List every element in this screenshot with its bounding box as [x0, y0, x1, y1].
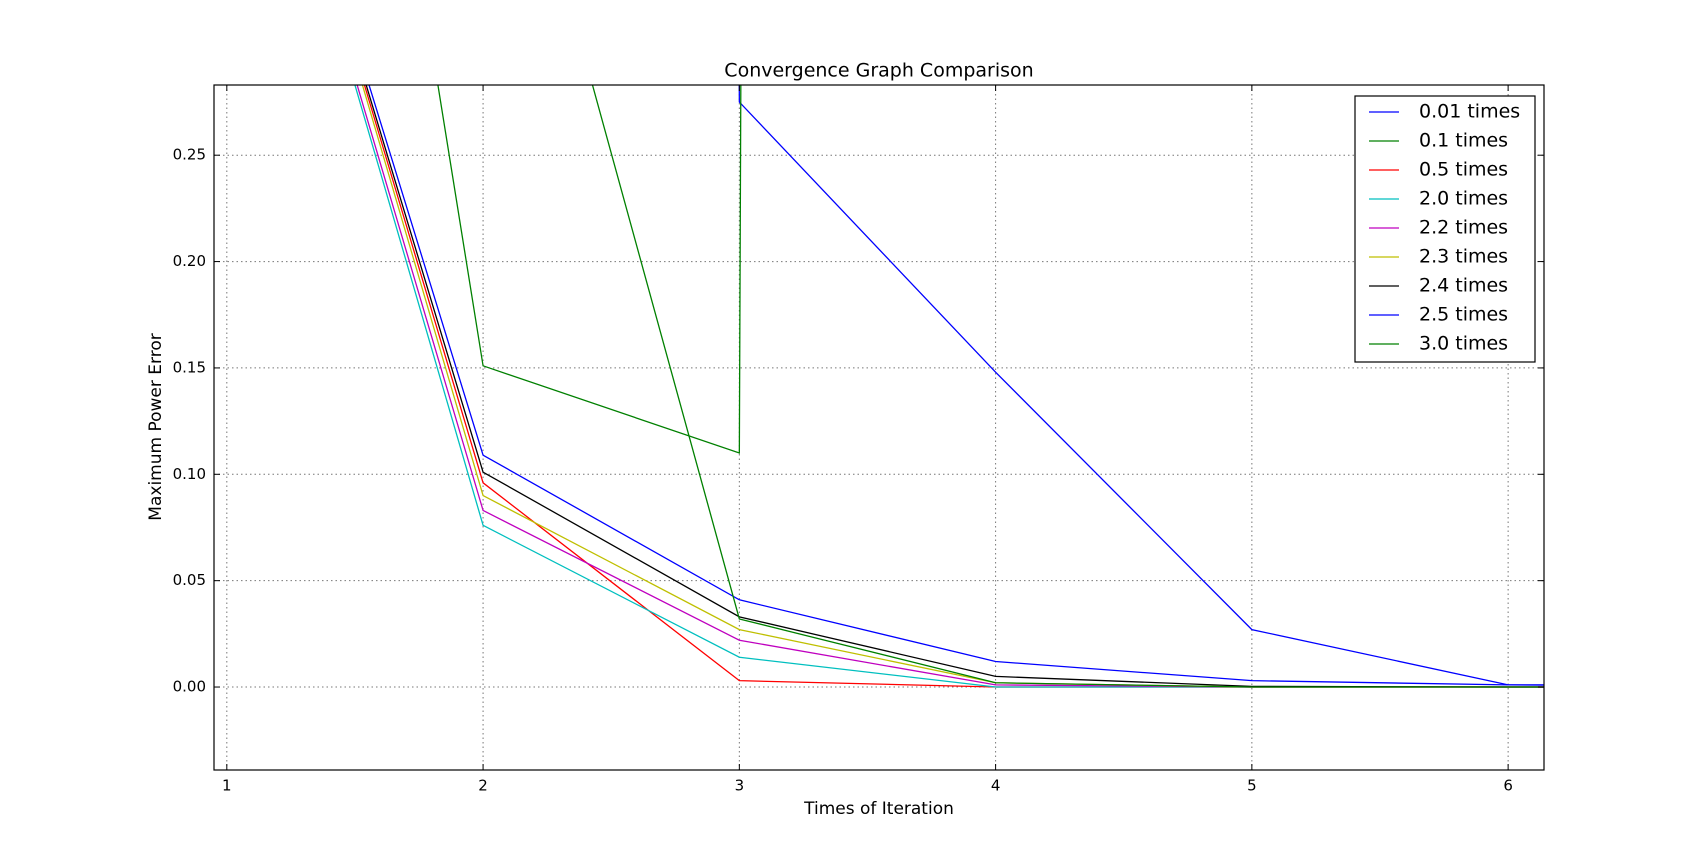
y-tick-label: 0.25 [173, 146, 206, 164]
y-axis-label: Maximum Power Error [146, 333, 166, 520]
legend-label: 0.5 times [1419, 159, 1508, 181]
x-tick-label: 6 [1503, 777, 1513, 795]
chart-title: Convergence Graph Comparison [724, 60, 1033, 82]
grid [214, 85, 1544, 770]
legend: 0.01 times 0.1 times 0.5 times 2.0 times 2.2… [1354, 95, 1536, 363]
legend-label: 2.3 times [1419, 246, 1508, 268]
x-tick-label: 2 [478, 777, 488, 795]
legend-label: 2.4 times [1419, 275, 1508, 297]
series-line [368, 85, 1544, 686]
x-tick-label: 1 [222, 777, 232, 795]
series-line [437, 85, 742, 454]
y-tick-label: 0.15 [173, 358, 206, 376]
plot-frame [213, 84, 1545, 771]
y-tick-label: 0.05 [173, 571, 206, 589]
legend-label: 2.0 times [1419, 188, 1508, 210]
x-tick-label: 3 [735, 777, 745, 795]
series-line [591, 85, 1544, 688]
legend-label: 0.1 times [1419, 130, 1508, 152]
y-tick-label: 0.20 [173, 252, 206, 270]
x-tick-label: 5 [1247, 777, 1257, 795]
legend-label: 3.0 times [1419, 333, 1508, 355]
legend-label: 2.5 times [1419, 304, 1508, 326]
legend-label: 2.2 times [1419, 217, 1508, 239]
y-tick-label: 0.10 [173, 465, 206, 483]
x-tick-label: 4 [991, 777, 1001, 795]
x-axis-label: Times of Iteration [803, 799, 954, 819]
legend-label: 0.01 times [1419, 101, 1520, 123]
plot-lines [354, 85, 1544, 688]
legend-box [1354, 95, 1536, 363]
y-tick-label: 0.00 [173, 678, 206, 696]
